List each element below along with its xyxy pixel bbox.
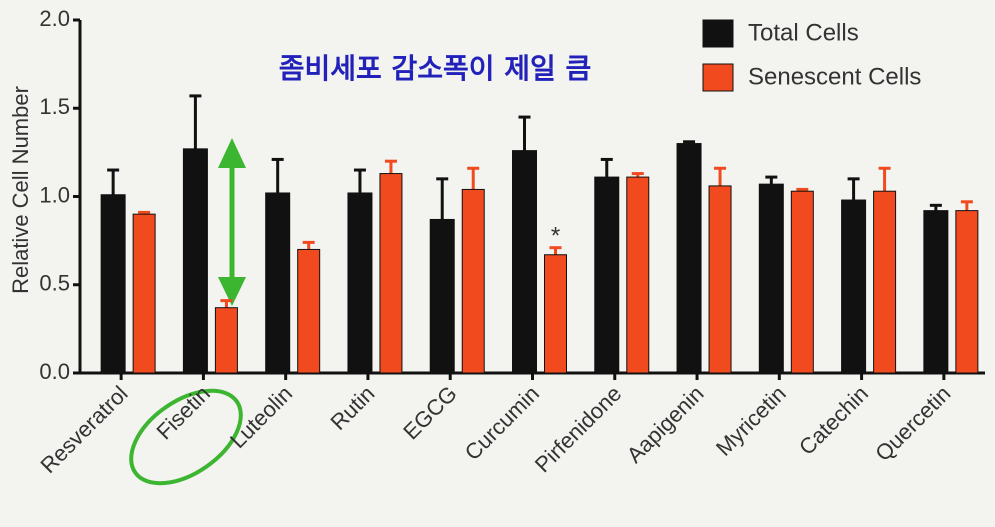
significance-marker: * xyxy=(551,223,560,250)
bar xyxy=(512,150,537,374)
y-tick-label: 1.5 xyxy=(39,94,70,119)
bar xyxy=(708,185,732,374)
bar xyxy=(429,218,455,374)
bar xyxy=(790,190,814,374)
bar xyxy=(544,254,567,374)
bar xyxy=(594,176,620,374)
legend-swatch xyxy=(702,63,734,92)
bar xyxy=(132,213,156,374)
legend-swatch xyxy=(702,19,734,48)
legend-label: Senescent Cells xyxy=(748,63,921,90)
bar xyxy=(758,183,784,374)
bar xyxy=(214,307,238,374)
bar xyxy=(626,176,650,374)
y-tick-label: 0.0 xyxy=(39,359,70,384)
y-tick-label: 2.0 xyxy=(39,6,70,31)
y-tick-label: 0.5 xyxy=(39,271,70,296)
bar xyxy=(955,210,979,374)
y-tick-label: 1.0 xyxy=(39,182,70,207)
bar xyxy=(265,192,291,374)
bar xyxy=(461,188,485,374)
highlight-arrow xyxy=(218,138,246,306)
y-axis-label: Relative Cell Number xyxy=(8,86,33,294)
bar xyxy=(841,199,867,374)
bar xyxy=(100,194,126,374)
bar xyxy=(379,173,403,374)
highlight-ellipse xyxy=(129,388,243,486)
bar xyxy=(297,248,321,374)
bar xyxy=(182,148,208,374)
legend-label: Total Cells xyxy=(748,19,859,46)
bar xyxy=(347,192,373,374)
bar xyxy=(676,143,702,374)
bar xyxy=(923,210,949,374)
annotation: 좀비세포 감소폭이 제일 큼 xyxy=(279,52,592,85)
bar xyxy=(873,190,897,374)
